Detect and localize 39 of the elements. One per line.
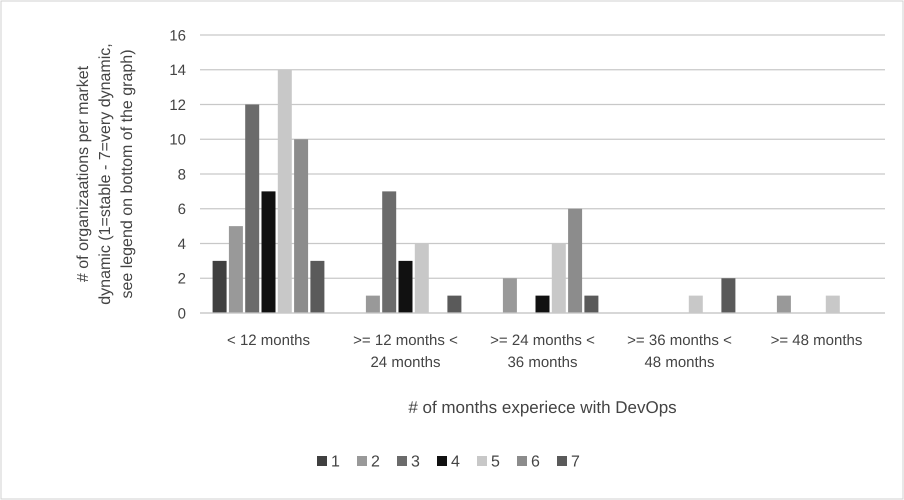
y-tick-label: 2 [178, 270, 186, 288]
bar [447, 296, 462, 313]
bar [584, 296, 598, 313]
x-tick-label: >= 48 months [770, 332, 862, 349]
y-tick-label: 16 [169, 27, 186, 44]
bar [502, 278, 517, 313]
bar [721, 278, 736, 313]
x-axis-title: # of months experiece with DevOps [408, 398, 677, 417]
bar [228, 226, 243, 313]
bar [398, 260, 412, 313]
bar [310, 260, 324, 313]
legend-label: 5 [491, 454, 500, 471]
bar [536, 296, 550, 313]
y-tick-label: 4 [178, 236, 186, 253]
bar [568, 208, 582, 313]
legend-label: 1 [331, 454, 340, 471]
bar [212, 260, 227, 313]
y-tick-label: 0 [178, 305, 186, 322]
y-tick-label: 14 [169, 62, 186, 79]
bar [294, 139, 308, 313]
bar [366, 296, 380, 313]
y-tick-label: 8 [178, 166, 186, 184]
bar [776, 296, 791, 313]
legend-label: 2 [371, 454, 380, 471]
y-tick-label: 10 [169, 132, 186, 148]
x-tick-label: >= 24 months < 36 months [490, 332, 596, 371]
y-tick-label: 12 [169, 96, 186, 114]
x-tick-label: >= 12 months < 24 months [353, 332, 458, 371]
y-axis-title: # of organizaations per market dynamic (1=stable - 7=very dynamic, see legend on bottom of the graph) [75, 43, 136, 305]
legend-label: 6 [531, 454, 540, 471]
legend-label: 7 [571, 454, 580, 471]
x-tick-label: < 12 months [227, 332, 310, 349]
legend-label: 4 [451, 454, 460, 471]
legend-label: 3 [411, 454, 420, 471]
bar [262, 191, 276, 313]
x-tick-label: >= 36 months < 48 months [627, 332, 732, 371]
bar [382, 191, 396, 313]
y-tick-label: 6 [178, 201, 186, 218]
bar [245, 104, 260, 313]
